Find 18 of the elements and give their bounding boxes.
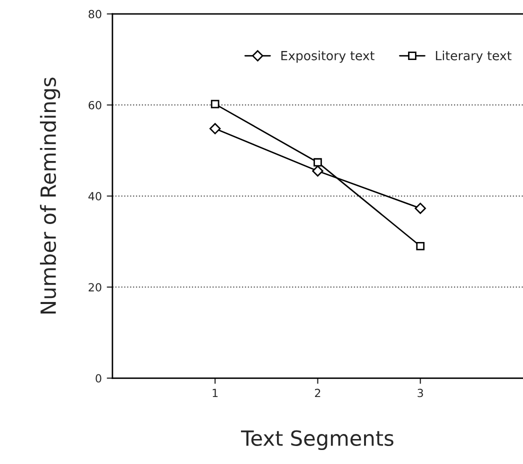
- y-tick-label: 80: [88, 10, 102, 18]
- x-tick-label: 1: [212, 388, 218, 398]
- legend-label: Expository text: [281, 50, 374, 63]
- point: [312, 165, 324, 177]
- x-tick-label: 3: [418, 388, 424, 398]
- point: [209, 123, 221, 134]
- point: [314, 158, 322, 167]
- point: [414, 202, 426, 214]
- y-tick-label: 0: [96, 374, 102, 383]
- y-tick-label: 40: [88, 192, 102, 200]
- point: [416, 242, 425, 250]
- legend-label: Literary text: [436, 50, 512, 63]
- y-tick-label: 60: [88, 100, 102, 110]
- y-axis-title: Number of Remindings: [40, 78, 60, 314]
- y-tick-label: 20: [88, 283, 102, 292]
- x-axis-title: Text Segments: [240, 430, 394, 450]
- x-tick-label: 2: [315, 388, 320, 398]
- point: [210, 100, 220, 108]
